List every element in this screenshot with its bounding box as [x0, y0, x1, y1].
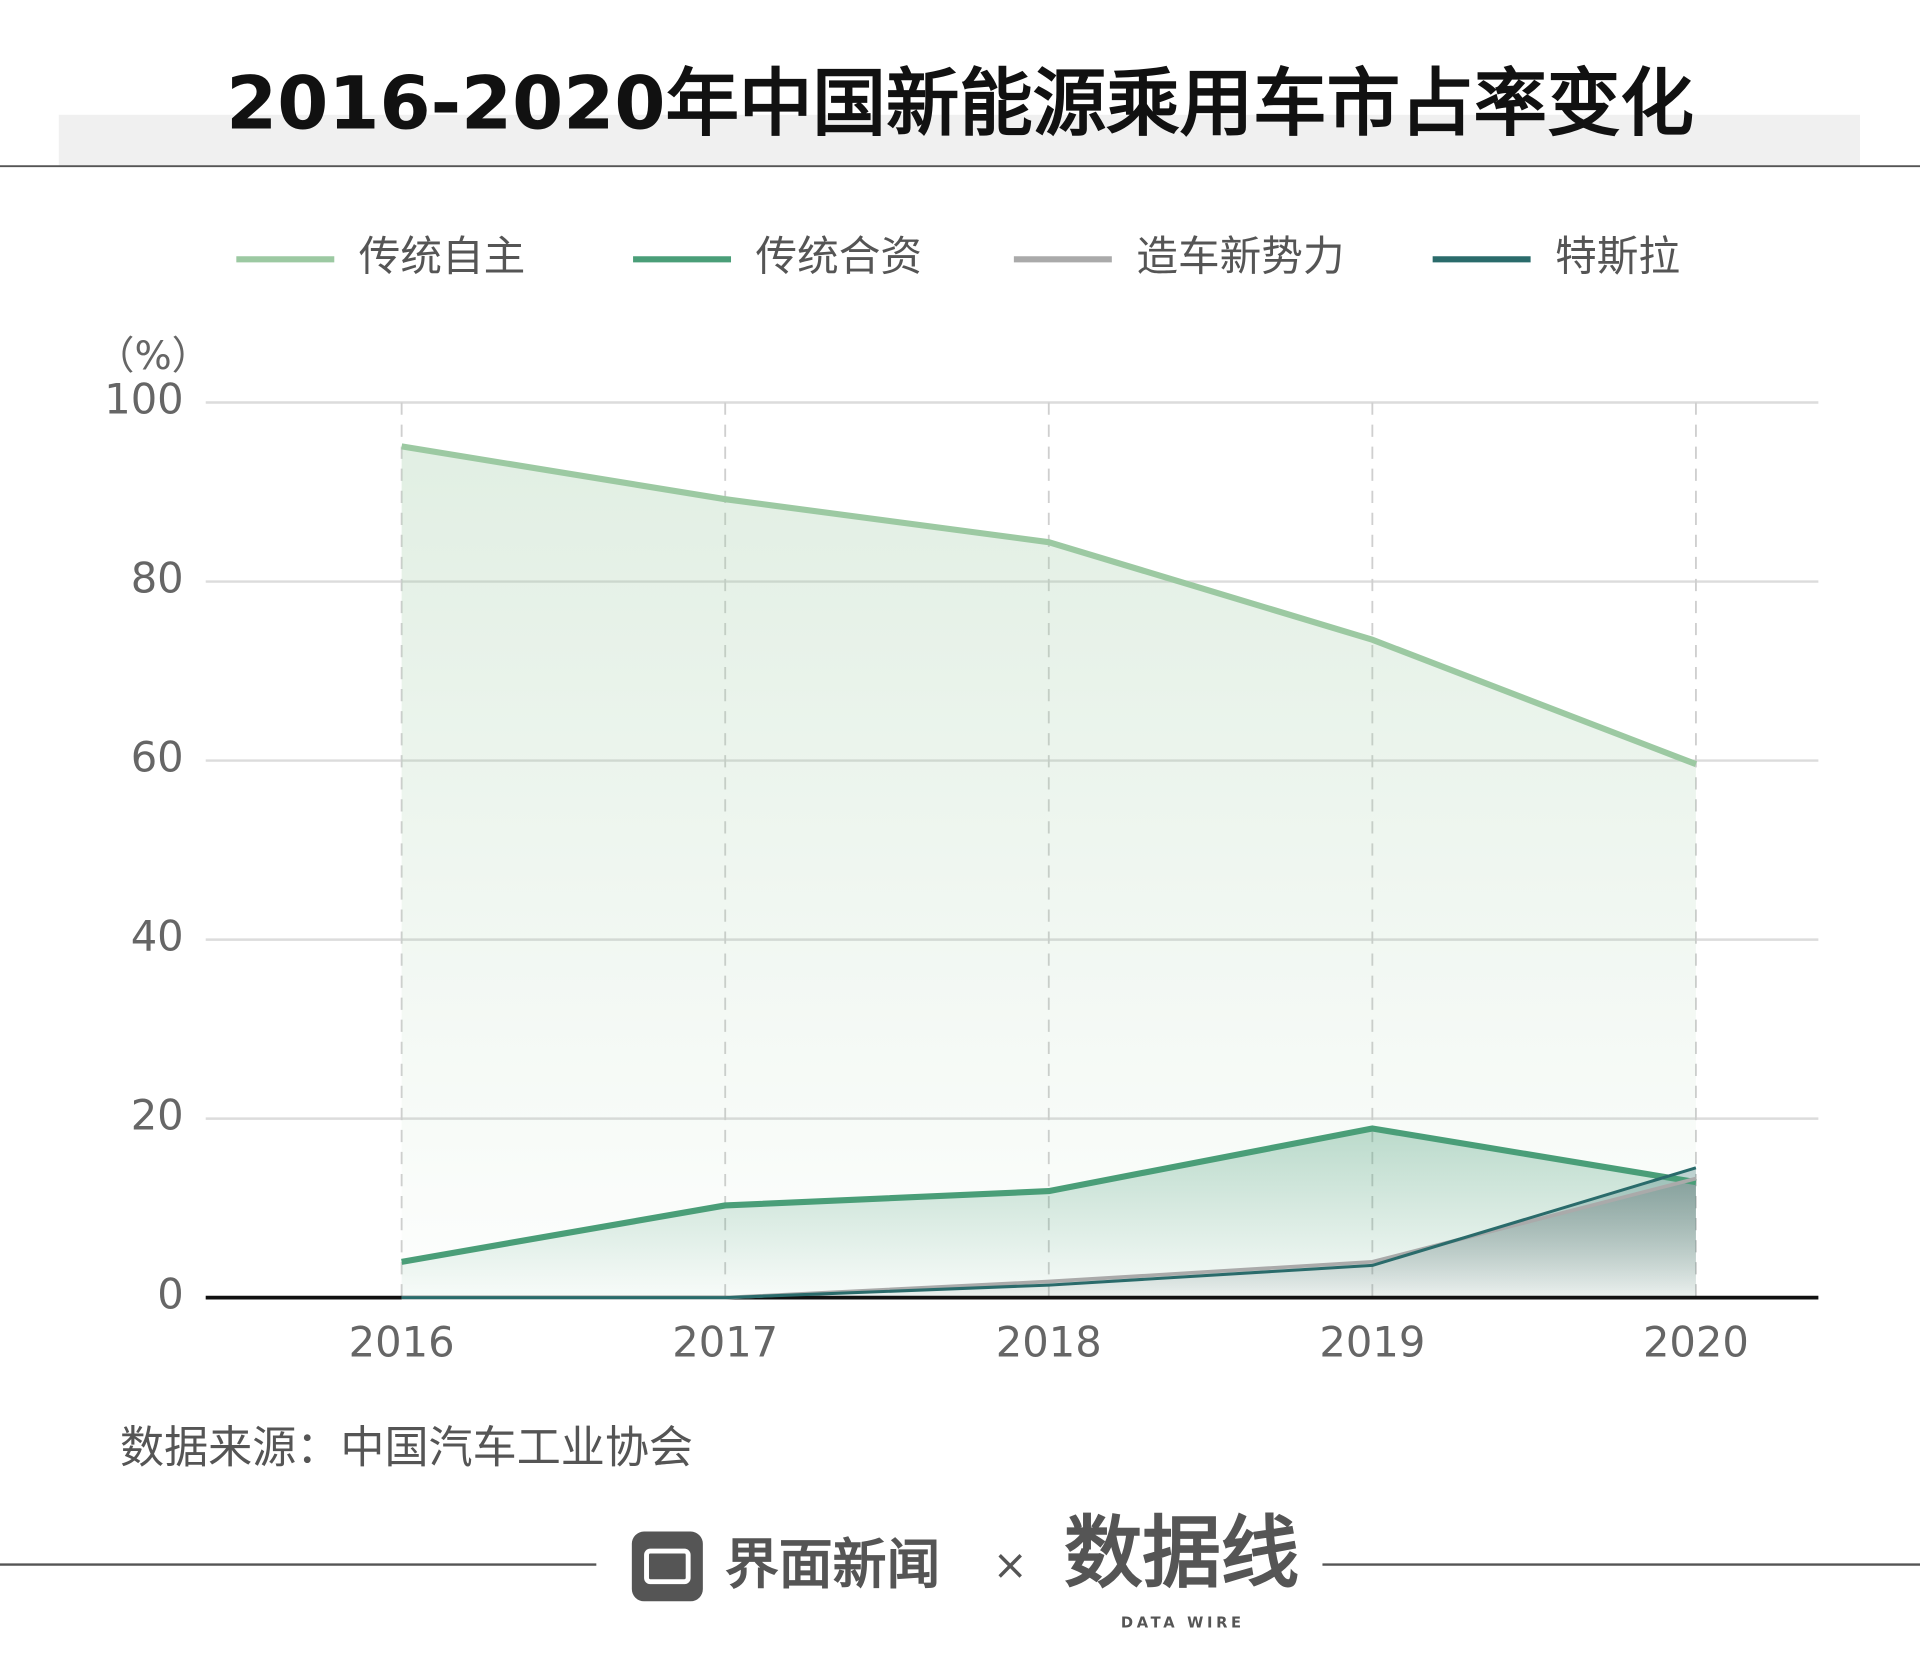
series-line: [401, 443, 1698, 768]
y-tick-label: 80: [131, 554, 184, 603]
y-tick-label: 20: [131, 1091, 184, 1140]
y-tick-label: 40: [131, 912, 184, 961]
series-line: [401, 1125, 1697, 1265]
legend-label: 传统合资: [756, 231, 923, 280]
logo-icon-inner: [644, 1548, 691, 1585]
y-tick-label: 0: [157, 1270, 183, 1319]
x-tick-label: 2018: [996, 1317, 1102, 1366]
footer-separator: ×: [993, 1540, 1028, 1589]
plot: 0 20 40 60 80 100 2016 2017 2018 2019 2020 传统自主 传统合资…: [104, 231, 1819, 1366]
chart-title: 2016-2020年中国新能源乘用车市占率变化: [226, 62, 1694, 147]
x-tick-label: 2019: [1319, 1317, 1425, 1366]
series-area: [401, 1167, 1696, 1298]
x-tick-label: 2020: [1643, 1317, 1749, 1366]
series-line: [401, 1166, 1697, 1300]
source: 数据来源：中国汽车工业协会: [120, 1423, 693, 1474]
footer-brand: 数据线: [1064, 1508, 1299, 1599]
series-area: [401, 446, 1696, 1298]
legend-label: 传统自主: [359, 231, 526, 280]
y-tick-label: 60: [131, 733, 184, 782]
legend-label: 特斯拉: [1555, 231, 1680, 280]
x-tick-label: 2017: [672, 1317, 778, 1366]
x-tick-label: 2016: [349, 1317, 455, 1366]
y-tick-label: 100: [104, 375, 183, 424]
logo-icon: [631, 1531, 703, 1602]
legend-label: 造车新势力: [1136, 231, 1344, 280]
y-axis-unit: （%）: [95, 334, 211, 379]
footer-brand: 界面新闻: [725, 1533, 940, 1596]
title-band: [58, 114, 1860, 167]
series-area: [401, 1128, 1696, 1298]
footer-brand-sub: DATA WIRE: [1121, 1614, 1245, 1631]
